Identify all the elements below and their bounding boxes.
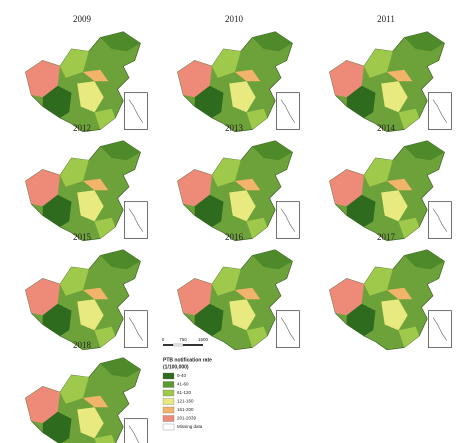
legend: 0 750 1500 PTB notification rate(1/100,000)… <box>162 337 212 431</box>
legend-label: 161-200 <box>177 407 194 412</box>
china-map <box>328 140 452 242</box>
legend-label: Missing data <box>177 424 203 429</box>
map-panels: 2009 2010 2011 2012 2013 2014 2015 2016 2017 2018 <box>24 14 452 443</box>
china-map <box>176 249 300 351</box>
legend-label: 41-60 <box>177 382 189 387</box>
china-map <box>328 31 452 133</box>
year-label: 2017 <box>377 232 396 242</box>
year-label: 2012 <box>73 123 91 133</box>
scale-bar-half <box>172 343 184 347</box>
legend-title: PTB notification rate <box>163 357 212 363</box>
china-map <box>24 249 148 351</box>
legend-swatch <box>162 423 175 431</box>
legend-label: 201-2039 <box>177 416 197 421</box>
china-map <box>328 249 452 351</box>
year-label: 2013 <box>225 123 244 133</box>
legend-swatch <box>162 372 175 380</box>
china-map <box>176 140 300 242</box>
year-label: 2014 <box>377 123 396 133</box>
legend-swatch <box>162 389 175 397</box>
china-map <box>24 31 148 133</box>
scale-label: 1500 <box>198 337 209 342</box>
legend-swatch <box>162 398 175 405</box>
china-map <box>24 140 148 242</box>
year-label: 2018 <box>73 340 92 350</box>
legend-swatch <box>162 406 175 414</box>
china-map <box>176 31 300 133</box>
legend-swatch <box>162 381 175 388</box>
legend-label: 121-160 <box>177 399 194 404</box>
scale-label: 750 <box>179 337 187 342</box>
scale-label: 0 <box>162 337 165 342</box>
year-label: 2009 <box>73 14 92 24</box>
year-label: 2015 <box>73 232 92 242</box>
legend-label: 0-40 <box>177 373 187 378</box>
legend-label: 61-120 <box>177 390 192 395</box>
year-label: 2010 <box>225 14 244 24</box>
china-map <box>24 357 148 443</box>
legend-swatch <box>162 415 175 422</box>
legend-subtitle: (1/100,000) <box>163 364 189 370</box>
year-label: 2011 <box>377 14 395 24</box>
year-label: 2016 <box>225 232 244 242</box>
